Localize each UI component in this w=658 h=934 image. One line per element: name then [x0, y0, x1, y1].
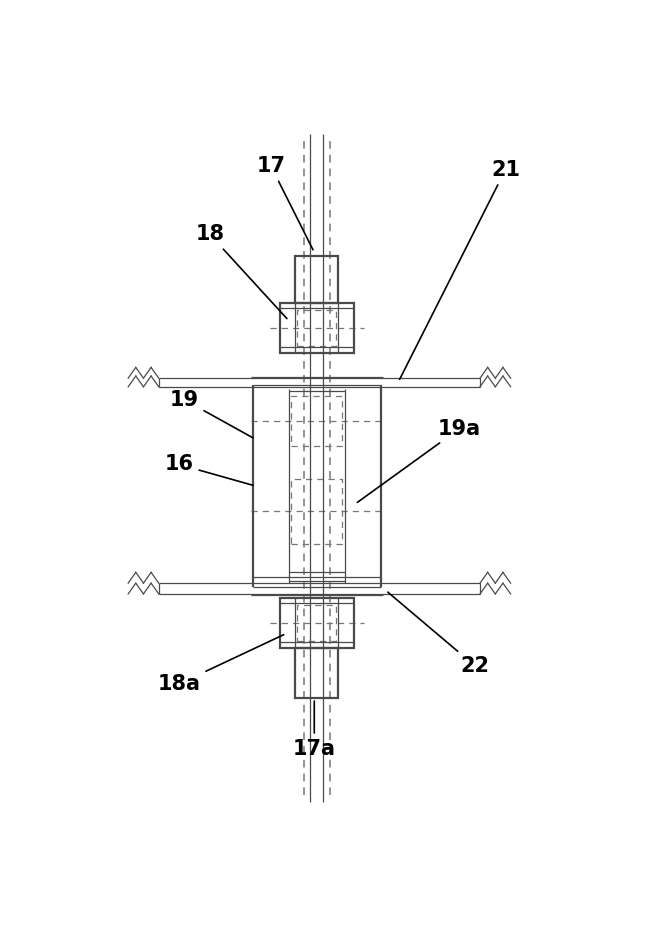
Text: 17a: 17a [293, 701, 336, 758]
Bar [280, 303, 353, 353]
Text: 21: 21 [399, 160, 520, 379]
Bar [295, 648, 338, 699]
Text: 18: 18 [195, 224, 287, 318]
Bar [280, 598, 353, 648]
Text: 16: 16 [164, 455, 253, 486]
Text: 17: 17 [257, 156, 313, 249]
Text: 19: 19 [170, 389, 253, 438]
Bar [295, 256, 338, 303]
Text: 19a: 19a [357, 418, 481, 502]
Text: 22: 22 [388, 592, 490, 676]
Text: 18a: 18a [158, 635, 284, 694]
